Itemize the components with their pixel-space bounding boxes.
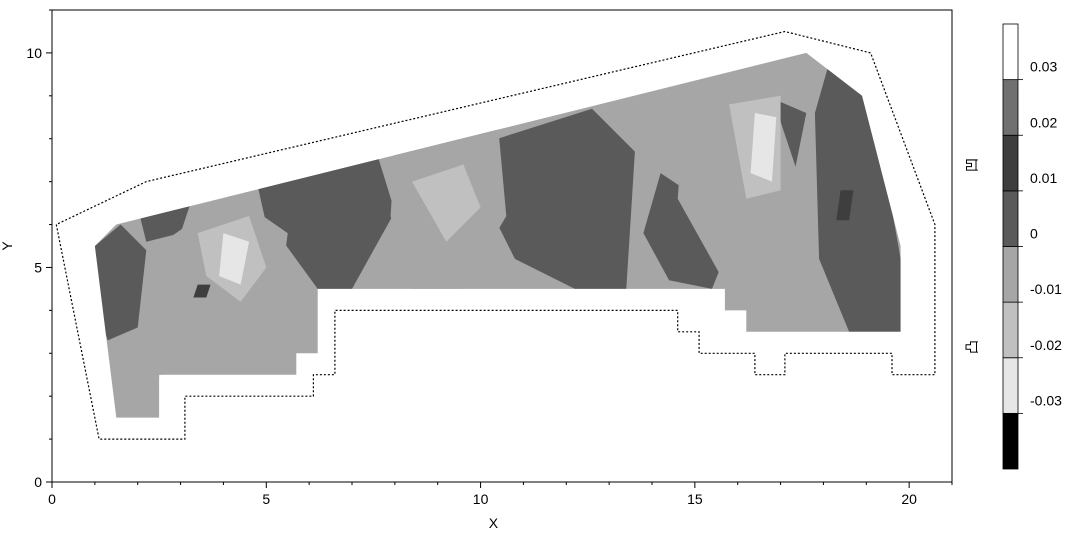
contour-band — [94, 224, 147, 341]
x-tick-label: 10 — [473, 491, 489, 507]
x-axis-ticks: 0 5 10 15 20 — [48, 482, 953, 507]
x-tick-label: 0 — [48, 491, 56, 507]
side-label-concave: 凹 — [964, 158, 980, 172]
contour-band — [750, 113, 777, 182]
contour-band — [412, 164, 481, 242]
colorbar-swatch — [1002, 79, 1019, 136]
colorbar-label: 0.02 — [1030, 114, 1057, 130]
x-tick-label: 15 — [687, 491, 703, 507]
x-axis-label: X — [489, 515, 499, 531]
x-tick-label: 20 — [901, 491, 917, 507]
contour-bands — [94, 52, 901, 414]
side-label-convex: 凸 — [964, 340, 980, 354]
x-tick-label: 5 — [262, 491, 270, 507]
plot-frame — [51, 9, 953, 483]
colorbar-label: -0.02 — [1030, 337, 1062, 353]
y-tick-label: 0 — [34, 474, 42, 490]
contour-band — [193, 284, 211, 298]
colorbar-label: 0.03 — [1030, 59, 1057, 75]
colorbar-legend: 0.03 0.02 0.01 0 -0.01 -0.02 -0.03 — [1002, 23, 1062, 470]
contour-band — [257, 155, 395, 289]
axes: 0 5 10 15 20 0 5 10 X Y — [0, 9, 953, 531]
y-axis-ticks: 0 5 10 — [26, 9, 52, 490]
contour-band — [814, 52, 901, 332]
contour-band — [489, 108, 635, 289]
side-labels: 凹 凸 — [964, 158, 980, 354]
y-axis-label: Y — [0, 241, 15, 251]
colorbar-swatch — [1002, 23, 1019, 81]
contour-band — [219, 233, 250, 285]
contour-band — [112, 340, 168, 414]
colorbar-label: -0.01 — [1030, 281, 1062, 297]
y-tick-label: 10 — [26, 45, 42, 61]
colorbar-swatch — [1002, 134, 1019, 192]
colorbar-label: 0 — [1030, 226, 1038, 242]
colorbar-swatch — [1002, 412, 1019, 470]
colorbar-label: -0.03 — [1030, 392, 1062, 408]
colorbar-swatch — [1002, 190, 1019, 247]
colorbar-swatch — [1002, 301, 1019, 359]
colorbar-swatch — [1002, 246, 1019, 303]
plot-area — [55, 30, 936, 440]
contour-band — [836, 190, 854, 221]
colorbar-swatch — [1002, 357, 1019, 414]
y-tick-label: 5 — [34, 259, 42, 275]
colorbar-label: 0.01 — [1030, 170, 1057, 186]
